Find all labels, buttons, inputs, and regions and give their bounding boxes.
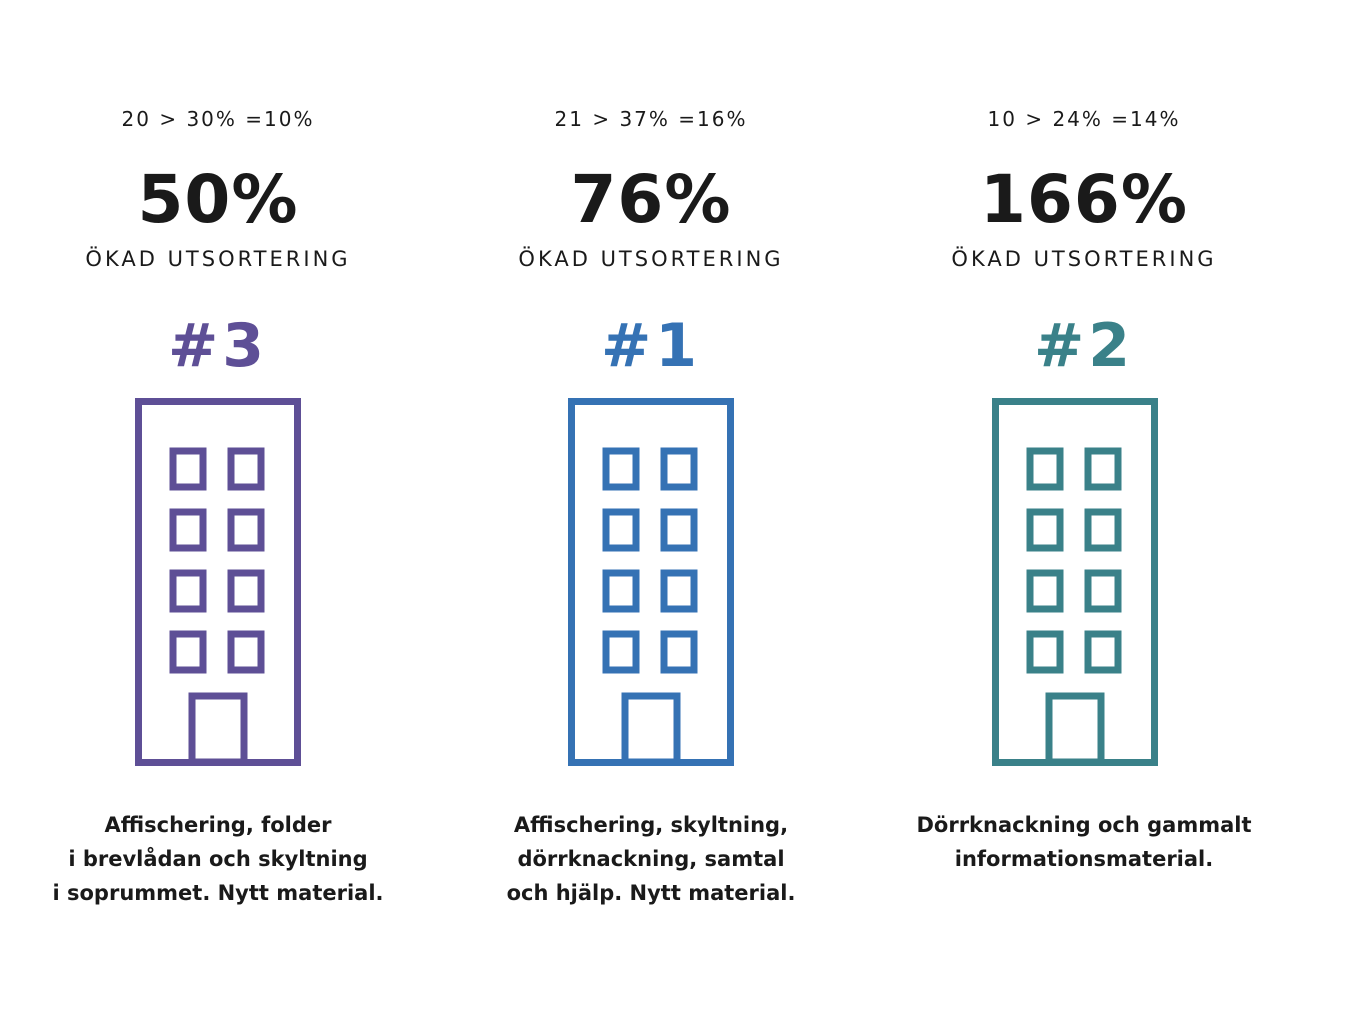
caption-text: Affischering, folder i brevlådan och sky… <box>52 813 384 905</box>
building-icon <box>568 398 734 766</box>
increase-label: ÖKAD UTSORTERING <box>951 247 1217 271</box>
increase-percent: 50% <box>137 161 299 238</box>
building-window <box>169 508 207 552</box>
building-window <box>227 630 265 674</box>
building-window <box>169 569 207 613</box>
formula-text: 10 > 24% =14% <box>987 107 1181 131</box>
building-icon <box>992 398 1158 766</box>
building-window <box>660 569 698 613</box>
building-window <box>660 447 698 491</box>
building-window <box>1026 508 1064 552</box>
building-window <box>227 447 265 491</box>
building-window <box>1084 447 1122 491</box>
building-door <box>1045 692 1105 766</box>
building-icon <box>135 398 301 766</box>
campaign-column-2: 21 > 37% =16% 76% ÖKAD UTSORTERING #1 Af… <box>471 0 831 1020</box>
campaign-column-1: 20 > 30% =10% 50% ÖKAD UTSORTERING #3 Af… <box>38 0 398 1020</box>
building-window <box>169 630 207 674</box>
building-window <box>1026 630 1064 674</box>
building-door <box>621 692 681 766</box>
building-outline <box>992 398 1158 766</box>
building-window <box>1026 569 1064 613</box>
building-outline <box>568 398 734 766</box>
building-window <box>1084 508 1122 552</box>
building-window <box>227 569 265 613</box>
building-window <box>1084 630 1122 674</box>
building-outline <box>135 398 301 766</box>
formula-text: 20 > 30% =10% <box>121 107 315 131</box>
building-window <box>602 508 640 552</box>
building-window <box>660 630 698 674</box>
building-window <box>660 508 698 552</box>
building-window <box>1084 569 1122 613</box>
rank-label: #2 <box>1033 311 1135 381</box>
increase-percent: 76% <box>570 161 732 238</box>
rank-label: #3 <box>167 311 269 381</box>
building-window <box>1026 447 1064 491</box>
building-window <box>602 630 640 674</box>
building-window <box>602 569 640 613</box>
building-window <box>227 508 265 552</box>
increase-percent: 166% <box>980 161 1188 238</box>
building-door <box>188 692 248 766</box>
formula-text: 21 > 37% =16% <box>554 107 748 131</box>
caption-text: Dörrknackning och gammalt informationsma… <box>916 813 1252 871</box>
increase-label: ÖKAD UTSORTERING <box>518 247 784 271</box>
caption-text: Affischering, skyltning, dörrknackning, … <box>506 813 796 905</box>
rank-label: #1 <box>600 311 702 381</box>
building-window <box>602 447 640 491</box>
campaign-column-3: 10 > 24% =14% 166% ÖKAD UTSORTERING #2 D… <box>904 0 1264 1020</box>
increase-label: ÖKAD UTSORTERING <box>85 247 351 271</box>
building-window <box>169 447 207 491</box>
